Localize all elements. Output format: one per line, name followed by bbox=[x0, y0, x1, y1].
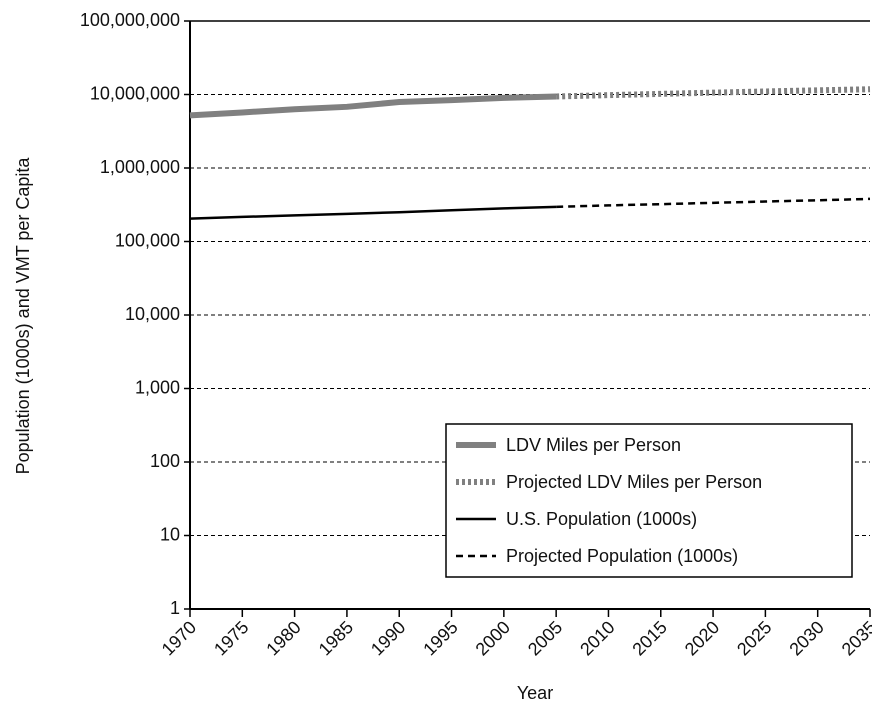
y-axis-label: Population (1000s) and VMT per Capita bbox=[13, 157, 33, 475]
series-line bbox=[189, 93, 557, 119]
legend-label: LDV Miles per Person bbox=[506, 435, 681, 455]
x-tick-label: 2000 bbox=[472, 617, 514, 659]
y-tick-label: 1,000,000 bbox=[100, 157, 180, 177]
x-tick-label: 2030 bbox=[785, 617, 827, 659]
legend-box bbox=[445, 423, 853, 578]
y-tick-label: 10,000 bbox=[125, 304, 180, 324]
y-tick-label: 1,000 bbox=[135, 377, 180, 397]
y-tick-label: 100 bbox=[150, 451, 180, 471]
x-tick-label: 2020 bbox=[681, 617, 723, 659]
legend-label: Projected LDV Miles per Person bbox=[506, 472, 762, 492]
series-line bbox=[189, 205, 557, 220]
legend-label: Projected Population (1000s) bbox=[506, 546, 738, 566]
y-tick-label: 1 bbox=[170, 598, 180, 618]
y-tick-label: 10 bbox=[160, 524, 180, 544]
y-tick-label: 10,000,000 bbox=[90, 83, 180, 103]
x-tick-label: 2025 bbox=[733, 617, 775, 659]
x-tick-label: 1990 bbox=[367, 617, 409, 659]
legend-label: U.S. Population (1000s) bbox=[506, 509, 697, 529]
x-tick-label: 2005 bbox=[524, 617, 566, 659]
x-tick-label: 2035 bbox=[838, 617, 872, 659]
x-tick-label: 2010 bbox=[576, 617, 618, 659]
x-tick-label: 1975 bbox=[210, 617, 252, 659]
x-tick-label: 1985 bbox=[315, 617, 357, 659]
x-axis-label: Year bbox=[517, 683, 553, 703]
y-tick-label: 100,000,000 bbox=[80, 10, 180, 30]
series-line bbox=[556, 197, 871, 209]
x-tick-label: 1995 bbox=[419, 617, 461, 659]
x-tick-label: 2015 bbox=[628, 617, 670, 659]
x-tick-label: 1970 bbox=[158, 617, 200, 659]
x-tick-label: 1980 bbox=[262, 617, 304, 659]
series-line bbox=[556, 86, 871, 100]
y-tick-label: 100,000 bbox=[115, 230, 180, 250]
